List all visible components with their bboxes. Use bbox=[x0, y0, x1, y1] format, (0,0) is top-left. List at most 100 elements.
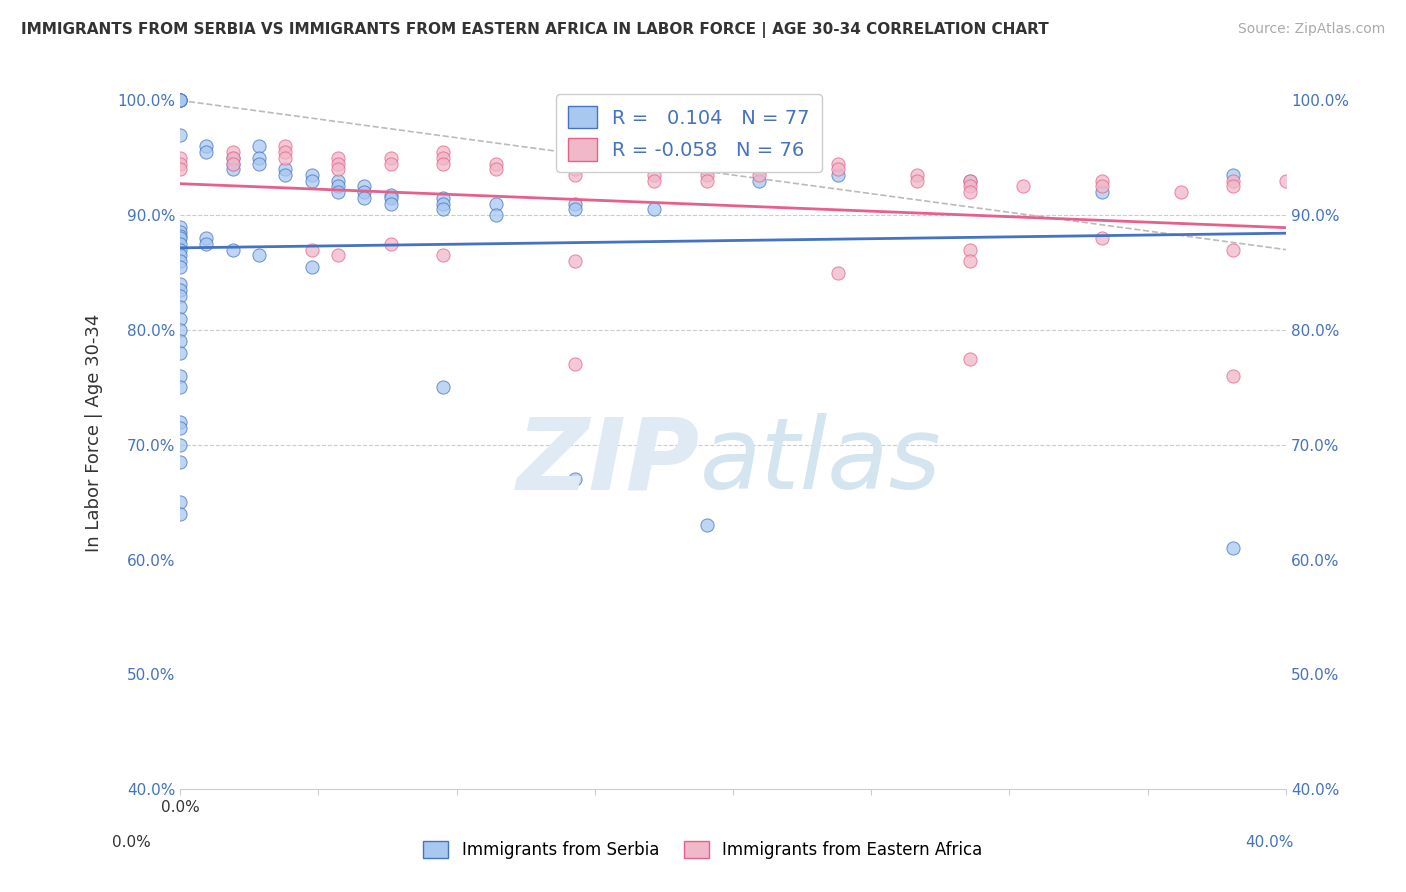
Point bbox=[169, 236, 191, 251]
Point bbox=[169, 415, 191, 429]
Point bbox=[169, 219, 191, 234]
Point bbox=[222, 156, 245, 170]
Point bbox=[222, 156, 245, 170]
Point bbox=[432, 380, 454, 394]
Point bbox=[485, 208, 508, 222]
Point bbox=[432, 248, 454, 262]
Point bbox=[169, 226, 191, 240]
Point bbox=[326, 151, 349, 165]
Point bbox=[432, 145, 454, 159]
Point bbox=[485, 162, 508, 177]
Text: 0.0%: 0.0% bbox=[112, 836, 152, 850]
Point bbox=[169, 323, 191, 337]
Point bbox=[169, 228, 191, 243]
Point bbox=[326, 174, 349, 188]
Point bbox=[827, 266, 849, 280]
Point bbox=[195, 236, 218, 251]
Point bbox=[169, 231, 191, 245]
Point bbox=[301, 243, 323, 257]
Text: atlas: atlas bbox=[700, 413, 942, 510]
Point bbox=[432, 196, 454, 211]
Point bbox=[169, 156, 191, 170]
Point bbox=[643, 168, 665, 182]
Point bbox=[169, 277, 191, 291]
Point bbox=[169, 288, 191, 302]
Point bbox=[485, 196, 508, 211]
Point bbox=[959, 254, 981, 268]
Point bbox=[1091, 186, 1114, 200]
Point bbox=[1222, 168, 1244, 182]
Point bbox=[326, 162, 349, 177]
Point bbox=[643, 202, 665, 217]
Point bbox=[274, 151, 297, 165]
Point bbox=[222, 162, 245, 177]
Point bbox=[1222, 174, 1244, 188]
Point bbox=[301, 174, 323, 188]
Point bbox=[905, 174, 928, 188]
Point bbox=[1091, 174, 1114, 188]
Point bbox=[169, 380, 191, 394]
Point bbox=[169, 283, 191, 297]
Point bbox=[169, 128, 191, 142]
Point bbox=[564, 196, 586, 211]
Point bbox=[222, 151, 245, 165]
Point bbox=[247, 151, 270, 165]
Point bbox=[169, 94, 191, 108]
Point bbox=[169, 94, 191, 108]
Point bbox=[247, 156, 270, 170]
Point bbox=[169, 260, 191, 274]
Point bbox=[696, 151, 718, 165]
Point bbox=[564, 358, 586, 372]
Point bbox=[432, 151, 454, 165]
Point bbox=[959, 186, 981, 200]
Y-axis label: In Labor Force | Age 30-34: In Labor Force | Age 30-34 bbox=[86, 314, 103, 552]
Point bbox=[169, 346, 191, 360]
Point bbox=[274, 139, 297, 153]
Point bbox=[1091, 179, 1114, 194]
Point bbox=[485, 156, 508, 170]
Text: IMMIGRANTS FROM SERBIA VS IMMIGRANTS FROM EASTERN AFRICA IN LABOR FORCE | AGE 30: IMMIGRANTS FROM SERBIA VS IMMIGRANTS FRO… bbox=[21, 22, 1049, 38]
Point bbox=[195, 145, 218, 159]
Point bbox=[169, 94, 191, 108]
Point bbox=[380, 156, 402, 170]
Point bbox=[380, 196, 402, 211]
Point bbox=[380, 236, 402, 251]
Point bbox=[564, 162, 586, 177]
Legend: R =   0.104   N = 77, R = -0.058   N = 76: R = 0.104 N = 77, R = -0.058 N = 76 bbox=[555, 95, 821, 172]
Point bbox=[380, 187, 402, 202]
Point bbox=[1011, 179, 1033, 194]
Point bbox=[564, 254, 586, 268]
Point bbox=[1222, 368, 1244, 383]
Point bbox=[326, 179, 349, 194]
Text: Source: ZipAtlas.com: Source: ZipAtlas.com bbox=[1237, 22, 1385, 37]
Point bbox=[169, 311, 191, 326]
Point bbox=[353, 179, 375, 194]
Point bbox=[247, 139, 270, 153]
Point bbox=[195, 231, 218, 245]
Point bbox=[748, 174, 770, 188]
Point bbox=[169, 254, 191, 268]
Point bbox=[222, 243, 245, 257]
Point bbox=[169, 507, 191, 521]
Point bbox=[169, 243, 191, 257]
Point bbox=[301, 168, 323, 182]
Point bbox=[222, 151, 245, 165]
Point bbox=[827, 162, 849, 177]
Point bbox=[380, 151, 402, 165]
Point bbox=[353, 191, 375, 205]
Point bbox=[1222, 243, 1244, 257]
Point bbox=[1222, 179, 1244, 194]
Point bbox=[696, 518, 718, 533]
Point bbox=[905, 168, 928, 182]
Point bbox=[1275, 174, 1298, 188]
Point bbox=[564, 168, 586, 182]
Point bbox=[827, 168, 849, 182]
Point bbox=[696, 174, 718, 188]
Point bbox=[274, 162, 297, 177]
Point bbox=[1354, 186, 1376, 200]
Point bbox=[169, 455, 191, 469]
Text: ZIP: ZIP bbox=[517, 413, 700, 510]
Point bbox=[959, 179, 981, 194]
Point bbox=[564, 202, 586, 217]
Point bbox=[169, 438, 191, 452]
